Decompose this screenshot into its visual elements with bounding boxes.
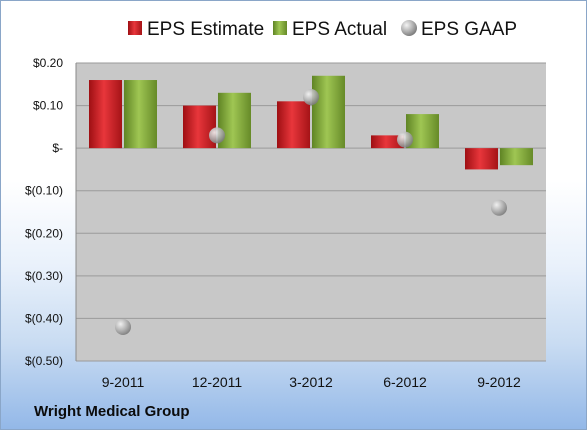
eps-gaap-point xyxy=(303,89,319,106)
y-tick-label: $(0.30) xyxy=(25,269,63,283)
eps-estimate-bar xyxy=(183,105,216,149)
x-category-label: 6-2012 xyxy=(383,374,427,390)
x-category-label: 3-2012 xyxy=(289,374,333,390)
y-tick-label: $0.10 xyxy=(33,99,63,113)
y-axis-ticks: $0.20 $0.10 $- $(0.10) $(0.20) $(0.30) $(0.40)… xyxy=(25,56,63,368)
legend-label-actual: EPS Actual xyxy=(292,19,387,40)
eps-estimate-bar xyxy=(371,135,404,149)
eps-actual-bar xyxy=(124,80,157,149)
eps-estimate-bar xyxy=(277,101,310,149)
x-category-label: 9-2011 xyxy=(102,374,145,390)
eps-estimate-bar xyxy=(465,148,498,170)
eps-gaap-point xyxy=(209,127,225,144)
y-tick-label: $(0.40) xyxy=(25,311,63,325)
y-tick-label: $- xyxy=(52,141,63,155)
legend-swatch-gaap xyxy=(401,20,417,36)
x-axis-categories: 9-2011 12-2011 3-2012 6-2012 9-2012 xyxy=(102,374,521,390)
x-category-label: 12-2011 xyxy=(192,374,243,390)
y-tick-label: $(0.50) xyxy=(25,354,63,368)
eps-estimate-bar xyxy=(89,80,122,149)
legend: EPS Estimate EPS Actual EPS GAAP xyxy=(128,19,517,40)
eps-gaap-point xyxy=(397,131,413,148)
legend-label-estimate: EPS Estimate xyxy=(147,19,264,40)
eps-actual-bar xyxy=(500,148,533,166)
legend-swatch-actual xyxy=(273,21,287,35)
gaap-points xyxy=(115,89,507,335)
y-tick-label: $(0.10) xyxy=(25,184,63,198)
eps-gaap-point xyxy=(115,318,131,335)
x-category-label: 9-2012 xyxy=(477,374,521,390)
eps-gaap-point xyxy=(491,199,507,216)
eps-actual-bar xyxy=(312,75,345,149)
y-tick-label: $(0.20) xyxy=(25,226,63,240)
company-name: Wright Medical Group xyxy=(34,403,190,420)
legend-swatch-estimate xyxy=(128,21,142,35)
y-tick-label: $0.20 xyxy=(33,56,63,70)
legend-label-gaap: EPS GAAP xyxy=(421,19,517,40)
